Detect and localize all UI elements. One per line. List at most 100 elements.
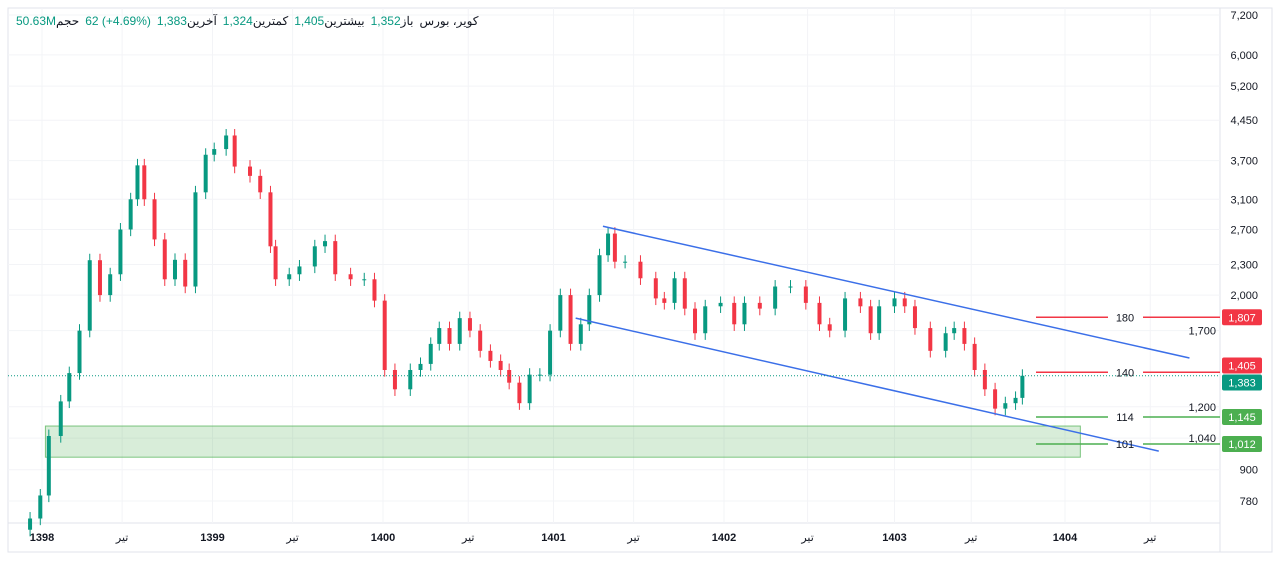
candle-body (232, 135, 237, 167)
candle-body (77, 330, 82, 374)
candle-body (297, 266, 302, 275)
candle-body (827, 324, 832, 331)
support-zone (44, 425, 1081, 458)
candle-body (568, 295, 573, 344)
candle-body (428, 343, 433, 364)
y-tick-label: 3,700 (1230, 156, 1258, 168)
y-tick-label: 2,000 (1230, 290, 1258, 302)
last-group: آخرین1,383 (157, 14, 217, 28)
level-label: 101 (1116, 439, 1134, 451)
candle-body (38, 495, 43, 519)
y-tick-label: 780 (1240, 496, 1258, 508)
candle-body (152, 199, 157, 240)
open-group: باز1,352 (371, 14, 414, 28)
candle-body (693, 308, 698, 334)
candle-body (662, 298, 667, 303)
high-group: بیشترین1,405 (294, 14, 364, 28)
last-price-badge-label: 1,383 (1228, 378, 1256, 390)
candle-body (135, 165, 140, 200)
y-tick-label: 1,700 (1188, 326, 1216, 338)
candle-body (382, 300, 387, 370)
y-tick-label: 7,200 (1230, 10, 1258, 22)
candle-body (703, 306, 708, 334)
candle-body (803, 286, 808, 303)
y-tick-label: 5,200 (1230, 81, 1258, 93)
candle-body (868, 306, 873, 334)
trend-line (575, 317, 1159, 452)
high-label: بیشترین (324, 14, 365, 28)
candle-body (408, 369, 413, 390)
change-value: 62 (+4.69%) (85, 14, 151, 28)
candle-body (757, 302, 762, 309)
x-tick-label: تیر (1143, 532, 1156, 544)
candle-body (348, 274, 353, 280)
candle-body (287, 274, 292, 280)
symbol-legend: کویر، بورس باز1,352 بیشترین1,405 کمترین1… (16, 14, 479, 28)
price-badge-label: 1,807 (1228, 312, 1256, 324)
candle-body (488, 350, 493, 361)
candle-body (507, 369, 512, 383)
candle-body (962, 328, 967, 344)
candle-body (457, 318, 462, 344)
volume-group: حجم50.63M (16, 14, 79, 28)
high-value: 1,405 (294, 14, 325, 28)
candle-body (362, 279, 367, 281)
candle-body (517, 382, 522, 404)
candle-body (982, 369, 987, 390)
candle-body (527, 374, 532, 404)
x-tick-label: 1399 (200, 532, 224, 544)
low-group: کمترین1,324 (223, 14, 288, 28)
candle-body (928, 328, 933, 351)
candle-body (97, 260, 102, 296)
candle-body (587, 295, 592, 325)
candle-body (548, 330, 553, 375)
candle-body (718, 302, 723, 307)
candle-body (682, 278, 687, 309)
trend-line (602, 225, 1190, 359)
y-tick-label: 4,450 (1230, 115, 1258, 127)
candle-body (612, 233, 617, 262)
price-badge (1222, 309, 1262, 326)
y-tick-label: 2,300 (1230, 260, 1258, 272)
candle-body (193, 192, 198, 287)
candle-body (312, 246, 317, 267)
volume-value: 50.63M (16, 14, 57, 28)
y-tick-label: 1,040 (1188, 433, 1216, 445)
candle-body (87, 260, 92, 331)
x-tick-label: تیر (115, 532, 128, 544)
candle-body (418, 363, 423, 370)
candle-body (817, 302, 822, 325)
candle-body (672, 278, 677, 303)
candle-body (67, 373, 72, 402)
candle-body (943, 333, 948, 351)
symbol-name: کویر، بورس (419, 14, 479, 28)
chart-frame (7, 7, 1273, 553)
candle-body (606, 233, 611, 256)
candle-body (108, 274, 113, 296)
x-tick-label: 1400 (371, 532, 395, 544)
candle-body (858, 298, 863, 307)
x-tick-label: 1401 (541, 532, 565, 544)
candle-body (597, 255, 602, 296)
candle-body (172, 259, 177, 280)
candle-body (742, 302, 747, 325)
candle-body (537, 374, 542, 376)
candle-body (258, 175, 263, 193)
price-badge-label: 1,405 (1228, 361, 1256, 373)
y-tick-label: 3,100 (1230, 194, 1258, 206)
candle-body (558, 295, 563, 331)
candle-body (28, 518, 33, 530)
candle-body (142, 165, 147, 200)
candle-body (1013, 397, 1018, 404)
x-tick-label: تیر (964, 532, 977, 544)
candle-body (653, 278, 658, 299)
candle-body (392, 369, 397, 390)
x-tick-label: تیر (285, 532, 298, 544)
volume-label: حجم (56, 14, 80, 28)
x-tick-label: 1403 (882, 532, 906, 544)
price-badge (1222, 409, 1262, 426)
candle-body (902, 298, 907, 307)
candle-body (912, 306, 917, 329)
candle-body (118, 229, 123, 275)
